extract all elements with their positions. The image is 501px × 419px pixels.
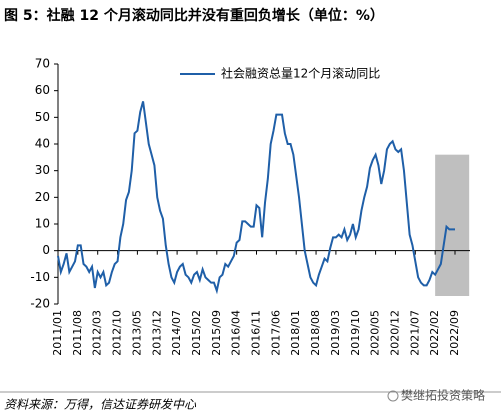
watermark: 樊继拓投资策略 [401, 388, 485, 403]
x-tick-label: 2016/11 [250, 310, 263, 356]
y-tick-label: 60 [35, 83, 50, 97]
x-tick-label: 2011/01 [51, 310, 64, 356]
legend-label: 社会融资总量12个月滚动同比 [221, 66, 380, 81]
y-tick-label: 50 [35, 110, 50, 124]
x-tick-label: 2013/05 [130, 310, 143, 356]
x-tick-label: 2022/09 [448, 310, 461, 356]
x-tick-label: 2020/12 [388, 310, 401, 356]
y-tick-label: 10 [35, 217, 50, 231]
chart-title: 图 5：社融 12 个月滚动同比并没有重回负增长（单位：%） [4, 7, 384, 24]
x-tick-label: 2019/10 [349, 310, 362, 356]
x-tick-label: 2022/02 [428, 310, 441, 356]
x-tick-label: 2021/07 [408, 310, 421, 356]
x-tick-label: 2020/05 [369, 310, 382, 356]
y-tick-label: -10 [30, 270, 50, 284]
data-line [57, 101, 455, 295]
x-tick-label: 2011/08 [71, 310, 84, 356]
x-tick-label: 2012/10 [111, 310, 124, 356]
source: 资料来源：万得，信达证券研发中心 [4, 398, 197, 412]
x-tick-label: 2014/07 [170, 310, 183, 356]
x-tick-label: 2017/06 [269, 310, 282, 356]
y-tick-label: 0 [42, 243, 50, 257]
y-tick-label: 70 [35, 57, 50, 71]
y-tick-label: 30 [35, 163, 50, 177]
watermark-icon [387, 390, 399, 402]
x-tick-label: 2012/03 [91, 310, 104, 356]
x-tick-label: 2016/04 [230, 310, 243, 356]
x-tick-label: 2015/09 [210, 310, 223, 356]
x-tick-label: 2015/02 [190, 310, 203, 356]
y-tick-label: -20 [30, 297, 50, 311]
x-tick-label: 2018/01 [289, 310, 302, 356]
x-tick-label: 2019/03 [329, 310, 342, 356]
x-tick-label: 2013/12 [150, 310, 163, 356]
y-tick-label: 20 [35, 190, 50, 204]
x-tick-label: 2018/08 [309, 310, 322, 356]
highlight-region [435, 154, 470, 296]
y-tick-label: 40 [35, 137, 50, 151]
